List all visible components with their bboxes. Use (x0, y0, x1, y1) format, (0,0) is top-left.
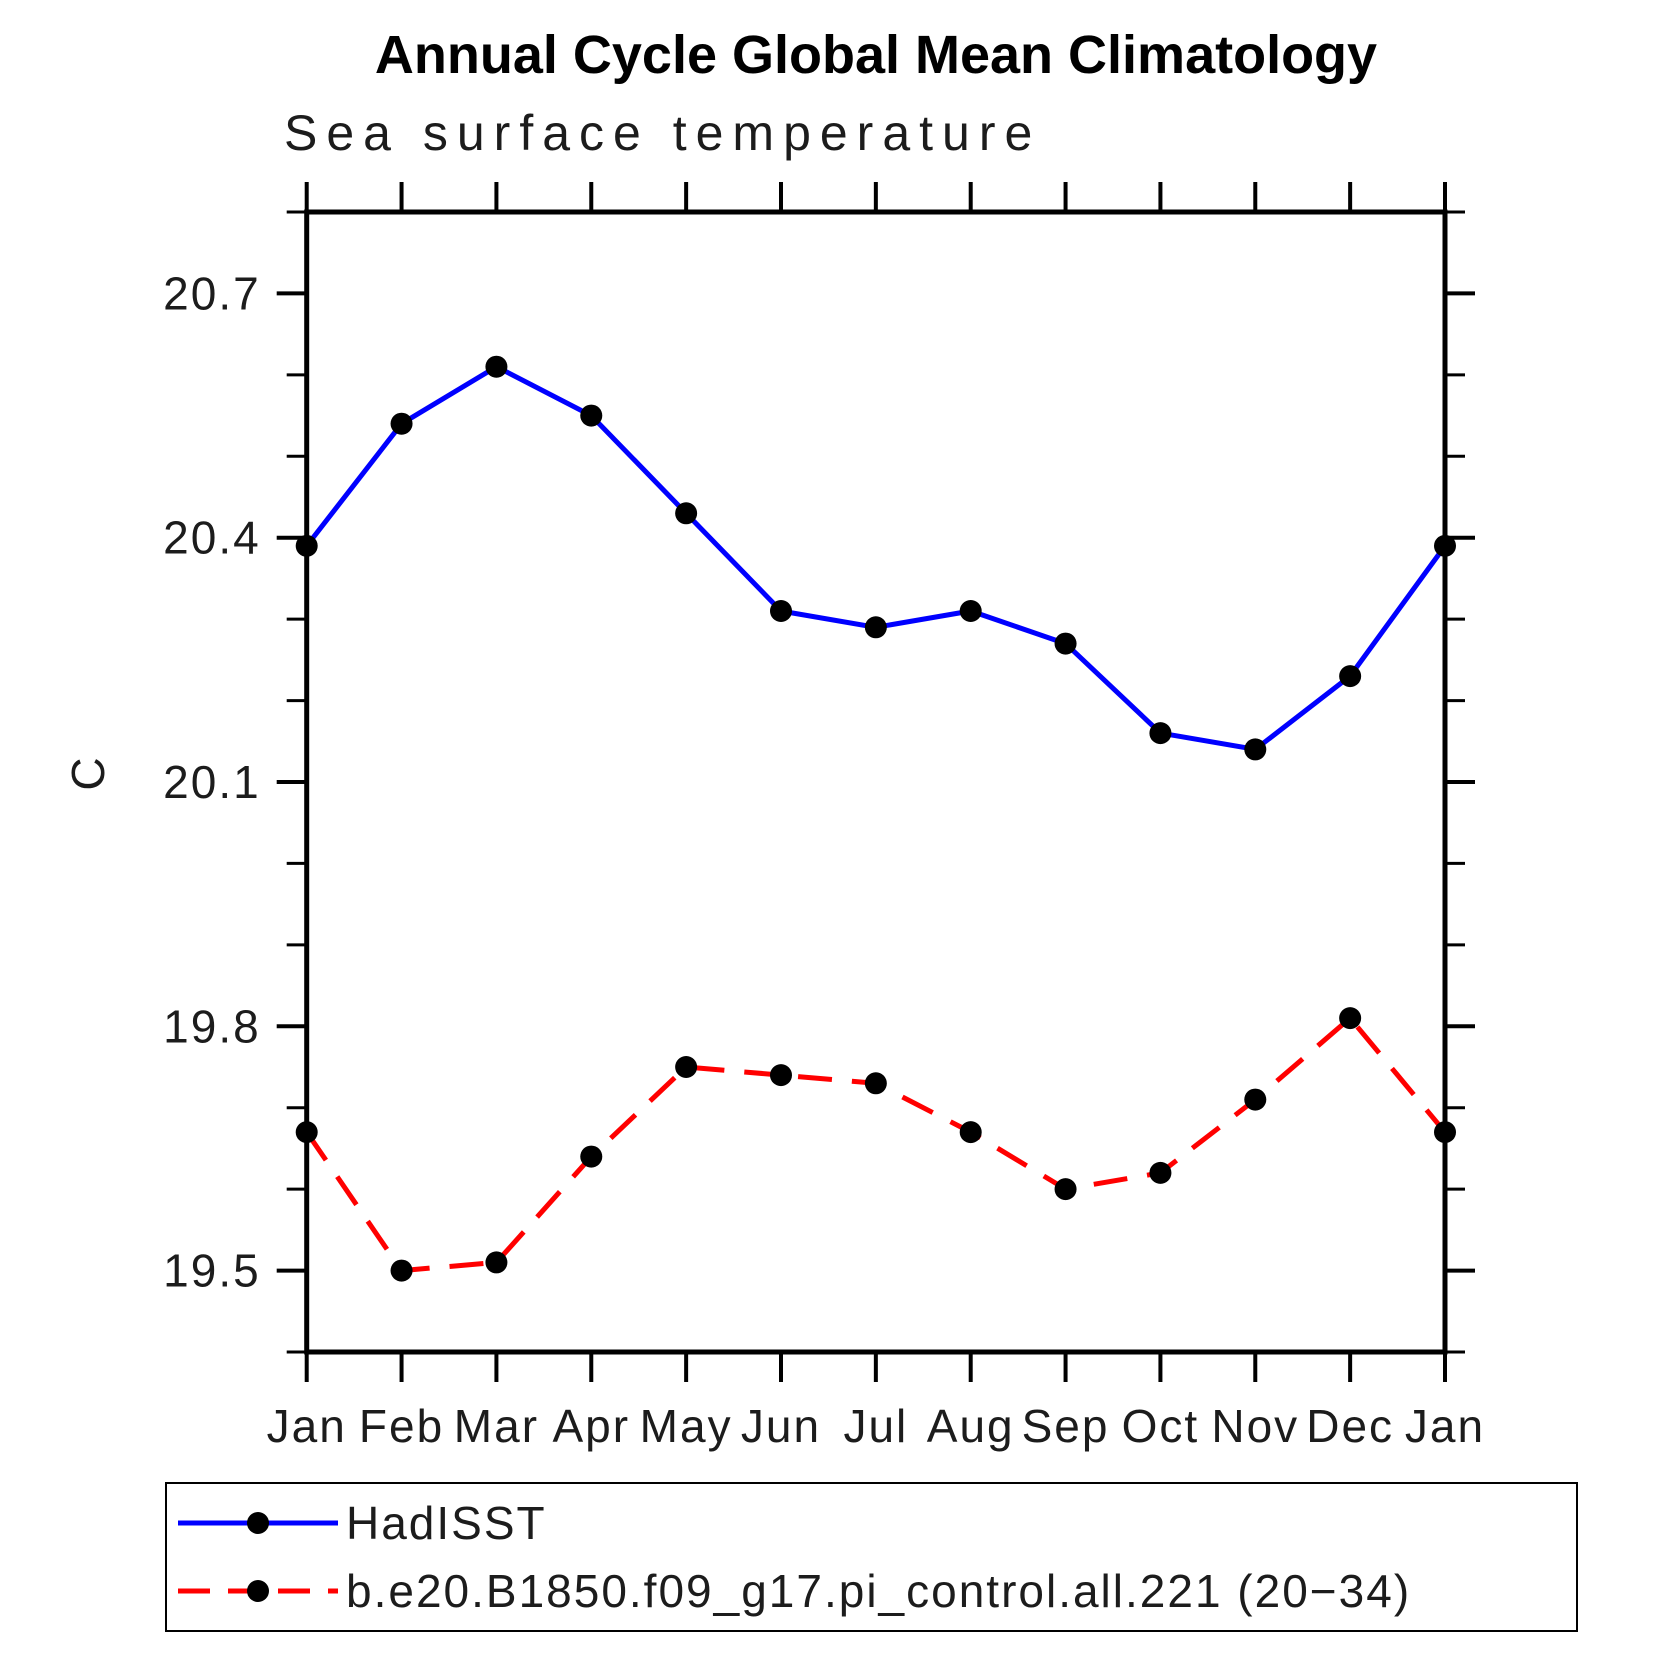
x-tick-label: Feb (359, 1400, 444, 1452)
hadisst-point (1434, 534, 1456, 557)
y-tick-label: 19.8 (163, 1000, 261, 1052)
hadisst-point (390, 412, 413, 435)
legend-label-model: b.e20.B1850.f09_g17.pi_control.all.221 (… (346, 1565, 1412, 1617)
hadisst-point (485, 355, 508, 378)
hadisst-point (959, 600, 982, 622)
x-tick-label: Dec (1306, 1400, 1394, 1452)
x-tick-label: Sep (1022, 1400, 1110, 1452)
x-tick-label: Mar (454, 1400, 539, 1452)
x-tick-label: Jan (1405, 1400, 1485, 1452)
hadisst-point (295, 534, 318, 557)
legend-entry-model: b.e20.B1850.f09_g17.pi_control.all.221 (… (172, 1557, 1576, 1625)
model-point (580, 1145, 603, 1168)
x-tick-label: Jul (843, 1400, 908, 1452)
legend: HadISST b.e20.B1850.f09_g17.pi_control.a… (165, 1482, 1578, 1632)
model-point (959, 1121, 982, 1144)
x-tick-label: Apr (552, 1400, 630, 1452)
hadisst-legend-marker (247, 1512, 269, 1534)
model-point (675, 1056, 698, 1078)
model-point (864, 1072, 887, 1095)
legend-entry-hadisst: HadISST (172, 1489, 1576, 1557)
model-point (1434, 1121, 1456, 1144)
legend-label-hadisst: HadISST (346, 1497, 547, 1549)
hadisst-legend-swatch (178, 1512, 338, 1534)
hadisst-point (675, 502, 698, 525)
hadisst-point (1149, 722, 1172, 745)
x-tick-label: Oct (1122, 1400, 1200, 1452)
hadisst-point (1054, 632, 1077, 655)
model-legend-swatch (178, 1580, 338, 1602)
hadisst-point (769, 600, 792, 622)
x-tick-label: Jun (741, 1400, 821, 1452)
model-point (1054, 1178, 1077, 1201)
page-title: Annual Cycle Global Mean Climatology (374, 25, 1378, 85)
hadisst-line (304, 363, 1448, 753)
hadisst-point (1339, 665, 1362, 688)
y-tick-label: 20.7 (163, 267, 261, 319)
model-line (304, 1014, 1447, 1274)
x-tick-label: Jan (267, 1400, 347, 1452)
hadisst-point (580, 404, 603, 427)
x-tick-label: May (640, 1400, 733, 1452)
hadisst-point (1244, 738, 1267, 761)
model-point (390, 1259, 413, 1282)
plot-subtitle: Sea surface temperature (284, 105, 1042, 161)
hadisst-point (864, 616, 887, 639)
y-tick-label: 20.1 (163, 756, 261, 808)
x-tick-label: Aug (927, 1400, 1015, 1452)
plot-box (304, 209, 1448, 1355)
model-point (1244, 1088, 1267, 1111)
y-tick-label: 20.4 (163, 512, 261, 564)
model-point (295, 1121, 318, 1144)
model-point (769, 1064, 792, 1087)
x-tick-label: Nov (1211, 1400, 1299, 1452)
model-legend-marker (247, 1580, 269, 1602)
model-point (1149, 1161, 1172, 1184)
model-point (1339, 1007, 1362, 1030)
model-point (485, 1251, 508, 1274)
y-tick-label: 19.5 (163, 1245, 261, 1297)
